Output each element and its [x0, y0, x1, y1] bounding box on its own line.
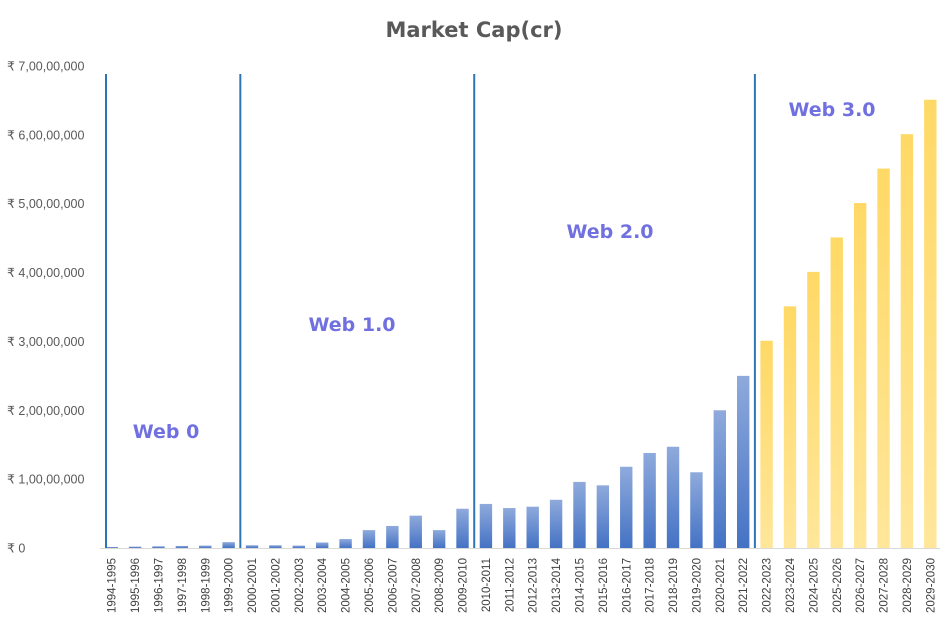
x-tick-label: 2006-2007 [387, 558, 399, 613]
x-tick-label: 2007-2008 [411, 558, 423, 613]
x-tick-label: 2010-2011 [481, 558, 493, 612]
bar-1997-1998 [175, 545, 189, 548]
x-tick-label: 2017-2018 [645, 558, 657, 613]
bar-1999-2000 [222, 542, 235, 548]
x-tick-label: 2011-2012 [504, 558, 516, 612]
bar-2016-2017 [620, 466, 633, 548]
x-tick-label: 2024-2025 [808, 558, 820, 613]
bar-2011-2012 [503, 508, 516, 548]
bar-2002-2003 [292, 545, 306, 548]
bar-2017-2018 [643, 452, 656, 548]
x-tick-label: 2004-2005 [341, 558, 353, 613]
bar-2019-2020 [690, 472, 703, 548]
x-tick-label: 2029-2030 [925, 558, 937, 613]
era-label-web-3-0: Web 3.0 [788, 99, 875, 121]
bar-2000-2001 [245, 545, 259, 548]
x-tick-label: 2018-2019 [668, 558, 680, 613]
bar-2009-2010 [456, 508, 469, 548]
x-tick-label: 2008-2009 [434, 558, 446, 613]
x-tick-label: 2016-2017 [621, 558, 633, 613]
x-tick-label: 2028-2029 [902, 558, 914, 613]
y-tick-label: ₹ 5,00,00,000 [7, 197, 85, 211]
bar-2025-2026 [830, 237, 843, 548]
bar-2013-2014 [549, 499, 563, 548]
x-tick-label: 2001-2002 [270, 558, 282, 613]
x-tick-label: 2003-2004 [317, 557, 329, 613]
y-tick-label: ₹ 0 [7, 542, 25, 556]
bar-1996-1997 [152, 546, 165, 548]
bar-2015-2016 [596, 485, 610, 548]
bar-2023-2024 [783, 306, 797, 548]
y-tick-label: ₹ 7,00,00,000 [7, 60, 85, 74]
x-tick-label: 2015-2016 [598, 558, 610, 613]
x-tick-label: 1997-1998 [177, 558, 189, 613]
bar-2007-2008 [409, 515, 422, 548]
y-tick-label: ₹ 6,00,00,000 [7, 128, 85, 142]
bar-2018-2019 [666, 446, 680, 548]
bar-2026-2027 [853, 203, 867, 549]
y-tick-label: ₹ 1,00,00,000 [7, 473, 85, 487]
x-tick-label: 2021-2022 [738, 558, 750, 613]
x-tick-label: 2005-2006 [364, 558, 376, 613]
x-tick-label: 2014-2015 [574, 558, 586, 613]
y-tick-label: ₹ 4,00,00,000 [7, 266, 85, 280]
bar-2014-2015 [573, 481, 586, 548]
x-tick-label: 2012-2013 [528, 558, 540, 613]
bar-2027-2028 [877, 168, 890, 548]
x-tick-label: 2002-2003 [294, 558, 306, 613]
bar-1998-1999 [199, 545, 212, 548]
x-tick-label: 1994-1995 [107, 558, 119, 613]
x-tick-label: 1996-1997 [153, 558, 165, 613]
x-tick-label: 2027-2028 [879, 558, 891, 613]
bar-2003-2004 [315, 542, 329, 548]
bar-2024-2025 [807, 271, 820, 548]
x-tick-label: 1998-1999 [200, 558, 212, 613]
bar-2022-2023 [760, 340, 773, 548]
x-tick-label: 1999-2000 [224, 558, 236, 613]
bar-2028-2029 [900, 134, 914, 548]
x-tick-label: 2025-2026 [832, 558, 844, 613]
y-tick-label: ₹ 3,00,00,000 [7, 335, 85, 349]
era-label-web-2-0: Web 2.0 [566, 221, 653, 243]
bar-2029-2030 [924, 99, 937, 549]
x-tick-label: 2000-2001 [247, 558, 259, 613]
bar-2010-2011 [479, 503, 493, 548]
bar-1994-1995 [105, 546, 118, 548]
y-tick-label: ₹ 2,00,00,000 [7, 404, 85, 418]
bar-2005-2006 [362, 530, 376, 548]
x-tick-label: 2013-2014 [551, 557, 563, 613]
era-label-web-0: Web 0 [133, 421, 200, 443]
bar-1995-1996 [128, 546, 142, 548]
bar-2012-2013 [526, 506, 539, 548]
bar-2004-2005 [339, 539, 352, 548]
chart-title: Market Cap(cr) [385, 18, 562, 42]
x-tick-label: 2009-2010 [458, 558, 470, 613]
x-tick-label: 2019-2020 [691, 558, 703, 613]
x-tick-label: 2020-2021 [715, 558, 727, 613]
bar-2006-2007 [386, 525, 399, 548]
bar-2020-2021 [713, 410, 727, 548]
x-tick-label: 1995-1996 [130, 558, 142, 613]
x-tick-label: 2023-2024 [785, 557, 797, 613]
bar-2021-2022 [736, 375, 750, 548]
x-tick-label: 2022-2023 [762, 558, 774, 613]
x-tick-label: 2026-2027 [855, 558, 867, 613]
era-label-web-1-0: Web 1.0 [308, 314, 395, 336]
bar-2008-2009 [432, 530, 446, 548]
bar-2001-2002 [269, 545, 282, 548]
